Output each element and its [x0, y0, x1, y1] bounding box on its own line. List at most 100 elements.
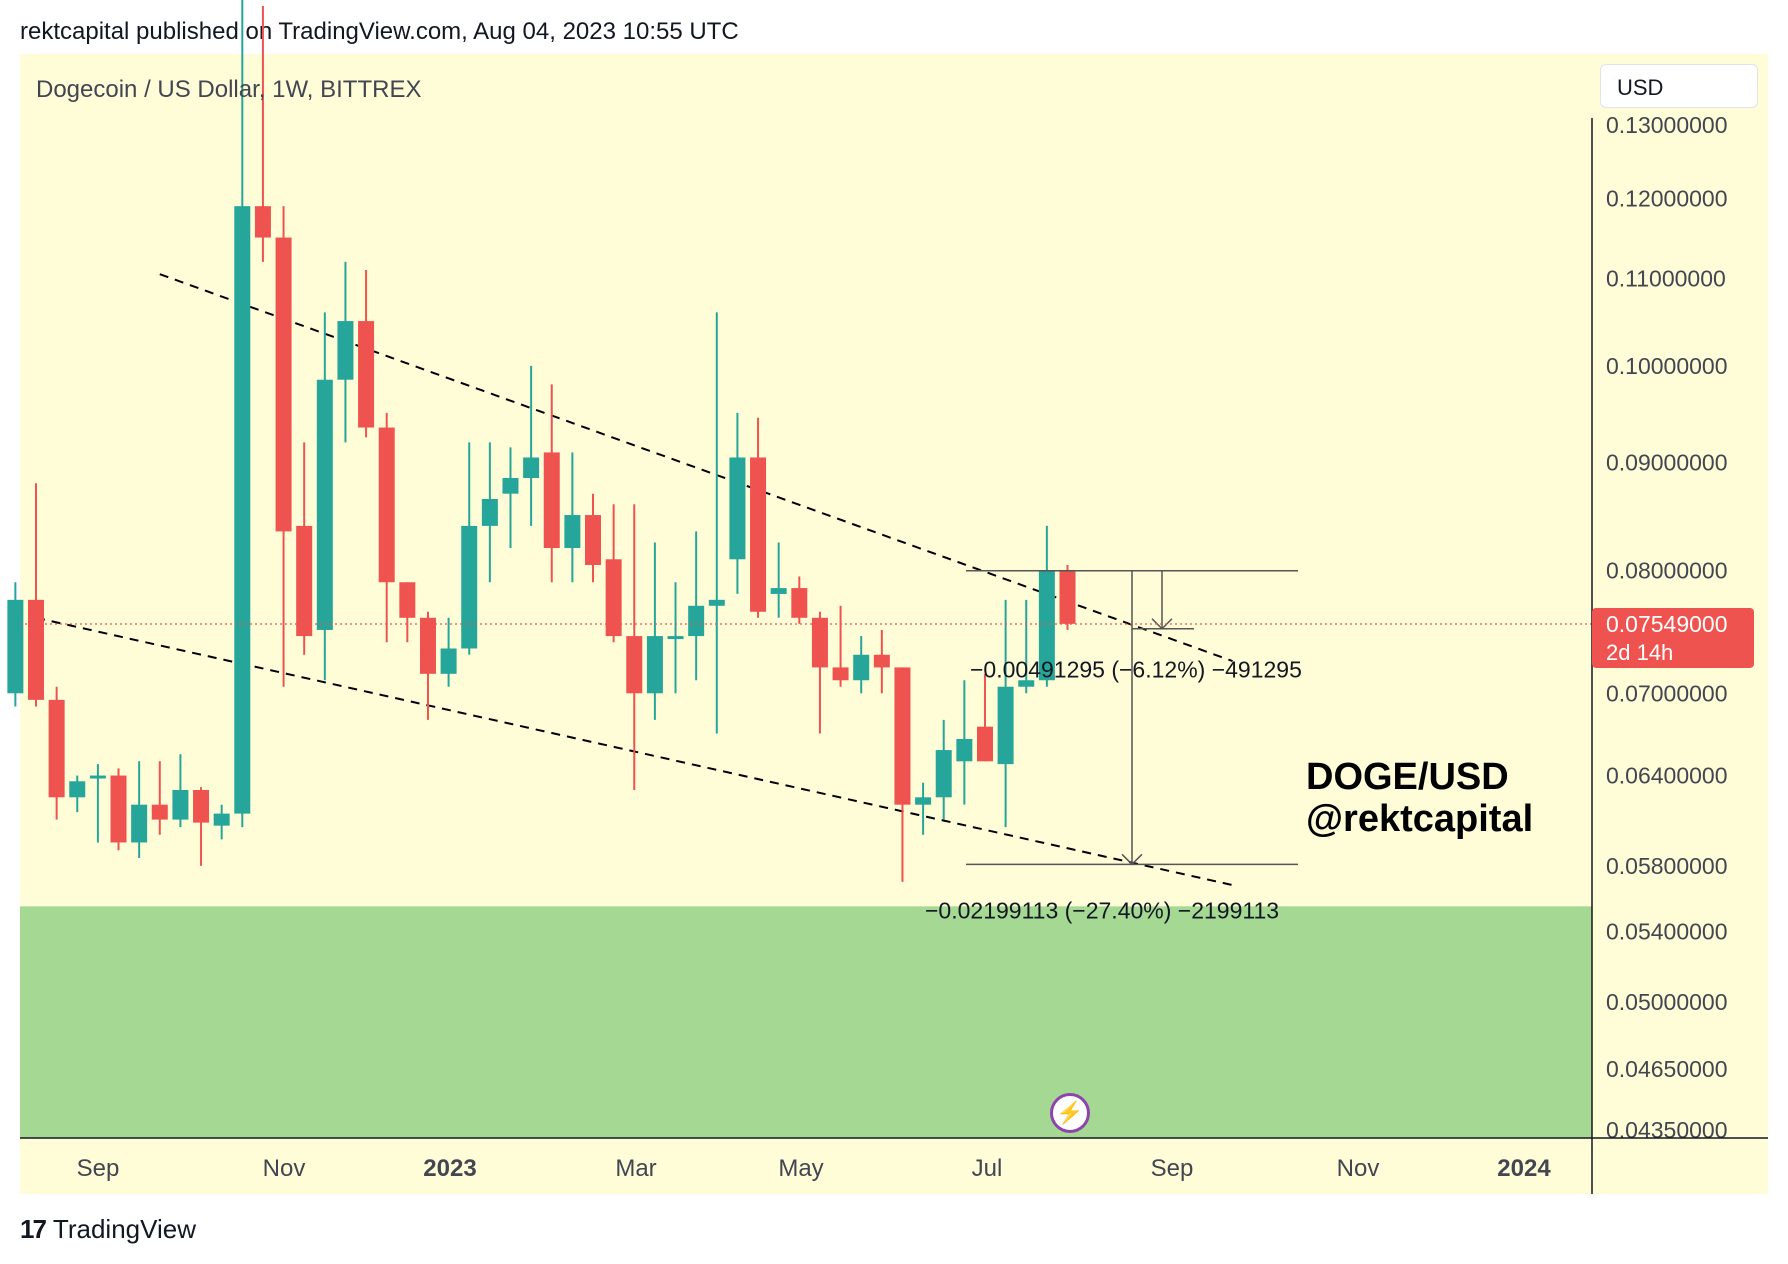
candle-body — [770, 588, 787, 594]
candle-2023-04-10 — [729, 412, 746, 594]
candle-2022-10-24 — [234, 0, 251, 828]
candle-body — [832, 667, 849, 681]
lightning-icon[interactable]: ⚡ — [1050, 1093, 1090, 1133]
x-tick-label: 2023 — [423, 1155, 476, 1182]
last-price-value: 0.07549000 — [1606, 611, 1728, 637]
candle-body — [935, 750, 952, 798]
candle-2023-04-24 — [770, 542, 787, 618]
candle-body — [811, 617, 828, 668]
candle-2023-01-23 — [502, 447, 519, 549]
y-tick-label: 0.05400000 — [1606, 919, 1728, 945]
candle-2023-07-10 — [997, 599, 1014, 828]
x-axis: Sep Nov 2023 Mar May Jul Sep Nov 2024 — [20, 1137, 1768, 1182]
candle-2022-09-12 — [110, 768, 127, 851]
y-tick-label: 0.05800000 — [1606, 853, 1728, 879]
x-tick-label: Sep — [77, 1155, 120, 1182]
candle-body — [605, 559, 622, 637]
candle-body — [254, 206, 271, 238]
candle-2023-07-17 — [1018, 599, 1035, 694]
candle-2023-01-02 — [440, 617, 457, 687]
candle-2023-07-03 — [976, 673, 993, 762]
candle-2023-07-24 — [1038, 525, 1055, 687]
candle-2023-04-03 — [708, 312, 725, 734]
candle-2022-11-21 — [316, 312, 333, 681]
x-tick-label: Jul — [972, 1155, 1003, 1182]
candle-2022-09-05 — [89, 764, 106, 843]
published-header: rektcapital published on TradingView.com… — [20, 18, 739, 45]
y-tick-label: 0.08000000 — [1606, 558, 1728, 584]
candle-2022-11-07 — [275, 206, 292, 687]
candle-body — [378, 427, 395, 583]
candle-2022-10-17 — [213, 804, 230, 840]
candle-body — [89, 775, 106, 779]
candle-body — [131, 804, 148, 843]
y-tick-label: 0.07000000 — [1606, 680, 1728, 706]
candle-body — [791, 588, 808, 618]
y-tick-label: 0.05000000 — [1606, 989, 1728, 1015]
last-price-countdown: 2d 14h — [1606, 640, 1673, 665]
y-tick-label: 0.13000000 — [1606, 112, 1728, 138]
candle-2023-05-01 — [791, 576, 808, 624]
y-axis: 0.13000000 0.12000000 0.11000000 0.10000000… — [1591, 112, 1728, 1194]
candle-2022-08-29 — [69, 775, 86, 813]
candle-body — [626, 636, 643, 694]
candle-2022-10-31 — [254, 5, 271, 262]
candle-2023-05-15 — [832, 605, 849, 687]
candle-body — [110, 775, 127, 843]
y-tick-label: 0.04650000 — [1606, 1056, 1728, 1082]
candle-2023-06-19 — [935, 719, 952, 820]
candle-body — [543, 452, 560, 549]
tradingview-logo-icon: 17 — [20, 1214, 47, 1244]
x-tick-label: 2024 — [1497, 1155, 1551, 1182]
candle-body — [502, 477, 519, 494]
y-tick-label: 0.12000000 — [1606, 185, 1728, 211]
candle-body — [296, 525, 313, 637]
candle-body — [708, 599, 725, 606]
candle-2022-12-05 — [358, 270, 375, 438]
candle-2023-04-17 — [750, 417, 767, 618]
candle-2023-03-06 — [626, 504, 643, 790]
candle-2023-03-27 — [688, 531, 705, 681]
x-tick-label: Nov — [1337, 1155, 1380, 1182]
series-title: Dogecoin / US Dollar, 1W, BITTREX — [36, 76, 422, 103]
candle-2022-10-03 — [172, 754, 189, 828]
y-tick-label: 0.11000000 — [1606, 265, 1726, 291]
candle-2022-10-10 — [193, 787, 210, 866]
candle-body — [337, 321, 354, 380]
candle-body — [28, 599, 44, 700]
candle-body — [440, 648, 457, 674]
y-tick-label: 0.09000000 — [1606, 450, 1728, 476]
candle-2022-12-12 — [378, 412, 395, 643]
candle-body — [997, 686, 1014, 765]
x-tick-label: Mar — [615, 1155, 656, 1182]
candle-2023-05-29 — [873, 629, 890, 694]
candle-body — [461, 525, 478, 649]
candle-2023-06-05 — [894, 667, 911, 882]
y-tick-label: 0.10000000 — [1606, 353, 1728, 379]
candle-body — [234, 206, 251, 814]
y-tick-label: 0.04350000 — [1606, 1117, 1728, 1143]
candle-2023-05-22 — [853, 636, 870, 694]
candle-2023-02-20 — [585, 493, 602, 583]
currency-selector[interactable]: USD — [1600, 64, 1758, 108]
candles — [7, 0, 1076, 882]
candle-body — [873, 654, 890, 668]
support-zone — [20, 906, 1592, 1138]
candle-body — [956, 738, 973, 762]
candle-body — [564, 515, 581, 549]
candle-body — [193, 789, 210, 823]
candle-2022-09-19 — [131, 761, 148, 859]
candle-body — [853, 654, 870, 681]
candle-2023-01-30 — [523, 365, 540, 526]
watermark-line-1: DOGE/USD — [1306, 756, 1509, 798]
x-tick-label: Sep — [1151, 1155, 1194, 1182]
candle-body — [151, 804, 168, 820]
candle-body — [667, 636, 684, 640]
watermark-line-2: @rektcapital — [1306, 798, 1534, 840]
candle-2023-02-13 — [564, 452, 581, 583]
candle-body — [358, 321, 375, 428]
footer-brand: TradingView — [52, 1214, 196, 1244]
candle-body — [1038, 570, 1055, 681]
candle-body — [213, 813, 230, 826]
